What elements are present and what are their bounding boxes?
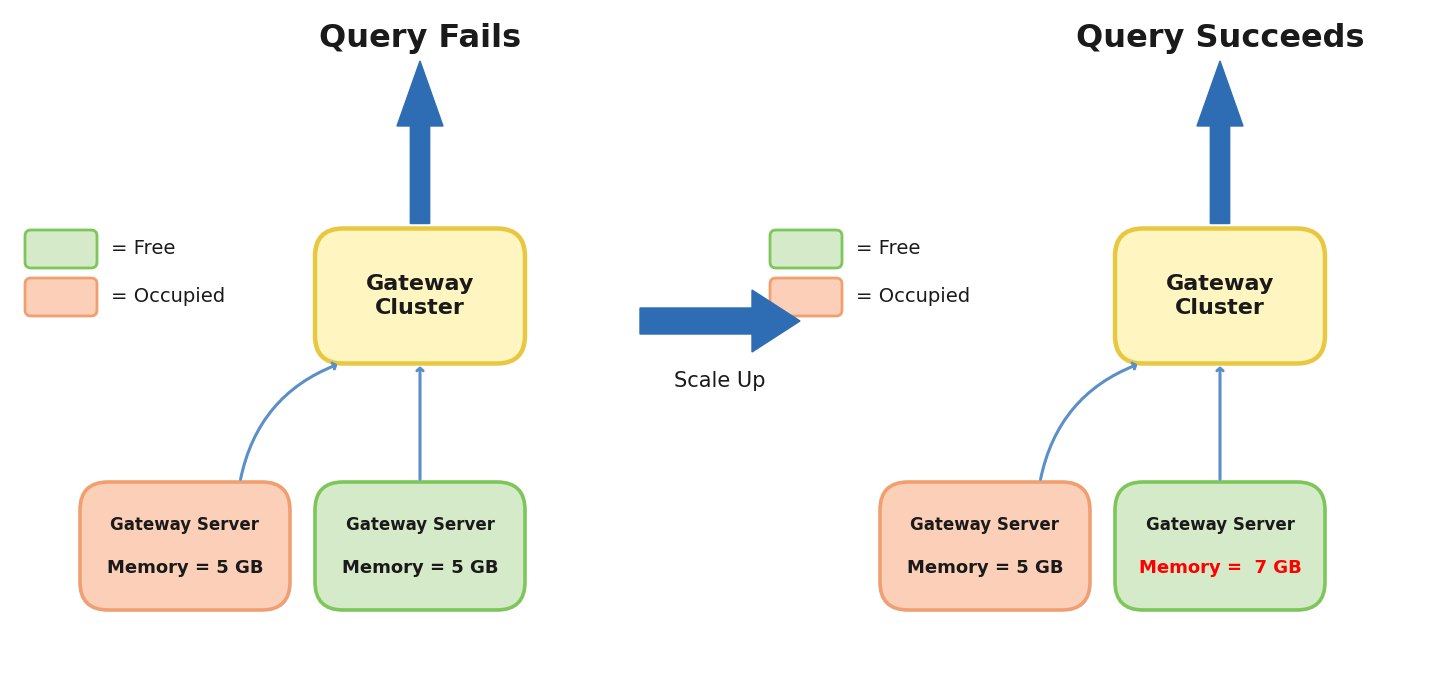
FancyBboxPatch shape bbox=[770, 278, 841, 316]
FancyBboxPatch shape bbox=[770, 230, 841, 268]
Text: = Occupied: = Occupied bbox=[856, 287, 971, 306]
FancyBboxPatch shape bbox=[80, 482, 290, 610]
Text: Memory = 5 GB: Memory = 5 GB bbox=[906, 559, 1063, 577]
Text: Gateway
Cluster: Gateway Cluster bbox=[1166, 274, 1274, 317]
FancyBboxPatch shape bbox=[24, 230, 98, 268]
Text: Gateway Server: Gateway Server bbox=[910, 516, 1060, 534]
FancyBboxPatch shape bbox=[314, 482, 526, 610]
Text: Gateway Server: Gateway Server bbox=[111, 516, 260, 534]
Text: Memory = 5 GB: Memory = 5 GB bbox=[342, 559, 498, 577]
Polygon shape bbox=[396, 61, 442, 223]
Text: = Free: = Free bbox=[856, 240, 920, 259]
Text: Memory = 5 GB: Memory = 5 GB bbox=[106, 559, 263, 577]
Polygon shape bbox=[640, 290, 800, 352]
Text: Gateway
Cluster: Gateway Cluster bbox=[366, 274, 474, 317]
Text: Scale Up: Scale Up bbox=[675, 371, 765, 391]
Text: = Free: = Free bbox=[111, 240, 175, 259]
Text: Gateway Server: Gateway Server bbox=[346, 516, 494, 534]
Text: Query Fails: Query Fails bbox=[319, 23, 521, 54]
Text: = Occupied: = Occupied bbox=[111, 287, 225, 306]
FancyBboxPatch shape bbox=[880, 482, 1090, 610]
Polygon shape bbox=[1198, 61, 1244, 223]
Text: Gateway Server: Gateway Server bbox=[1146, 516, 1294, 534]
Text: Query Succeeds: Query Succeeds bbox=[1076, 23, 1364, 54]
FancyBboxPatch shape bbox=[24, 278, 98, 316]
FancyBboxPatch shape bbox=[314, 229, 526, 364]
FancyBboxPatch shape bbox=[1114, 229, 1325, 364]
Text: Memory =  7 GB: Memory = 7 GB bbox=[1139, 559, 1301, 577]
FancyBboxPatch shape bbox=[1114, 482, 1325, 610]
